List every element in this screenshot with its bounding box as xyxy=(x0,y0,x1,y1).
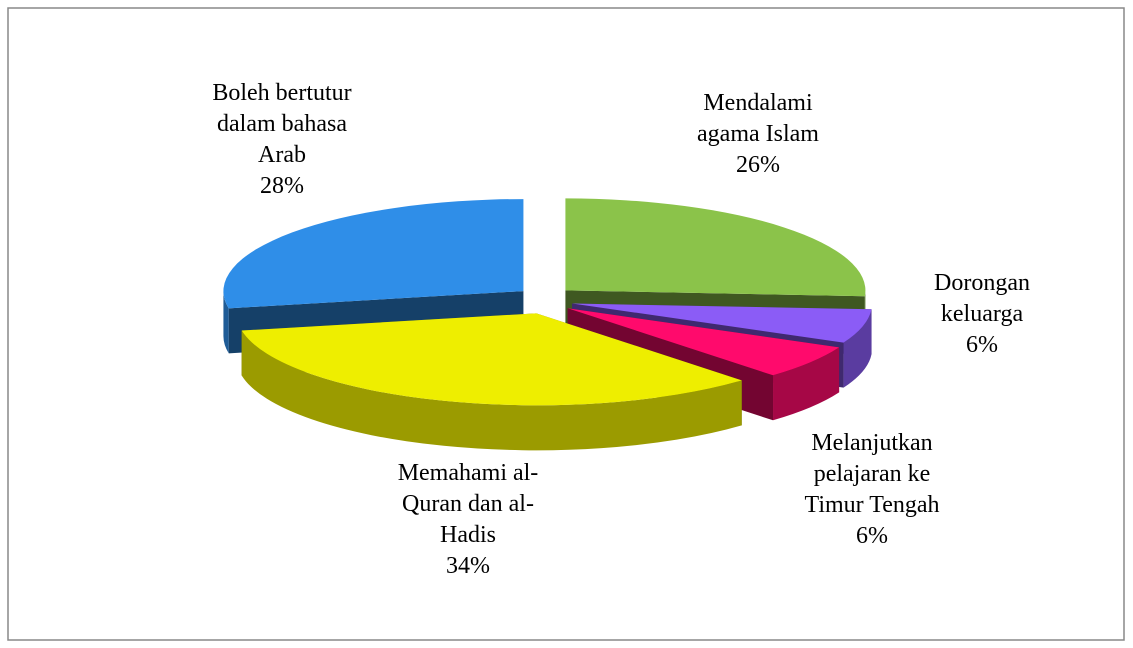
value-label: 34% xyxy=(446,553,490,579)
slice-side xyxy=(241,330,742,451)
slice-label: Boleh bertutur dalam bahasa Arab xyxy=(212,80,351,168)
slice-side xyxy=(223,291,229,354)
pie-slice xyxy=(572,303,872,343)
slice-label: Dorongan keluarga xyxy=(934,270,1030,327)
value-label: 28% xyxy=(260,173,304,199)
pie-slice xyxy=(241,313,742,406)
slice-label: Melanjutkan pelajaran ke Timur Tengah xyxy=(805,430,940,518)
value-label: 6% xyxy=(966,332,998,358)
pie-slice xyxy=(567,308,840,376)
pie-slice xyxy=(565,198,866,297)
slice-label: Memahami al-Quran dan al-Hadis xyxy=(398,460,539,548)
slice-side xyxy=(843,309,872,388)
slice-side xyxy=(773,347,840,421)
value-label: 6% xyxy=(856,523,888,549)
pie-slice xyxy=(223,199,524,309)
value-label: 26% xyxy=(736,152,780,178)
slice-label: Mendalami agama Islam xyxy=(697,90,819,147)
